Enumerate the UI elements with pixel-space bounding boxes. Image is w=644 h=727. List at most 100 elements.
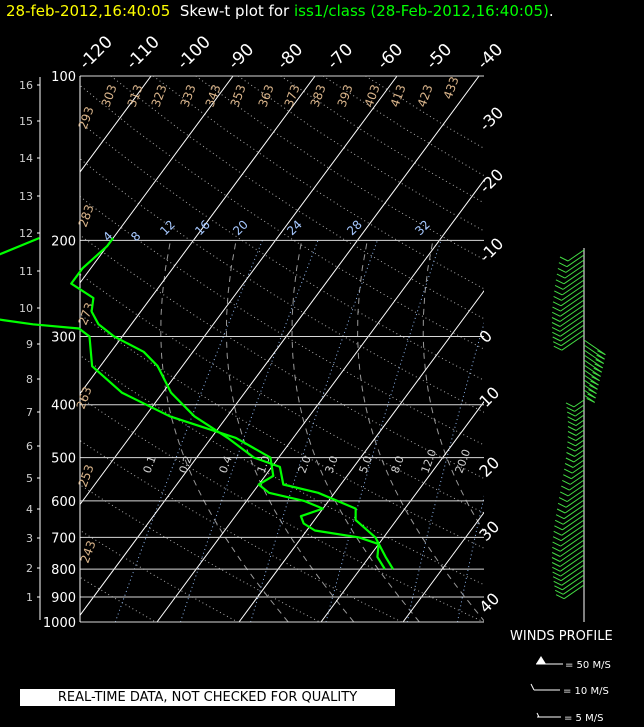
wind-barb: [565, 494, 585, 508]
title-timestamp: 28-feb-2012,16:40:05: [6, 2, 171, 20]
wind-barb-flag: [554, 525, 563, 531]
mixing-ratio-label: 16: [192, 217, 213, 238]
moist-adiabat-line: [357, 240, 484, 622]
wind-barb: [569, 479, 585, 491]
wind-barb: [559, 314, 585, 332]
wind-barb-flag: [561, 485, 570, 491]
mixing-ratio-line: [325, 240, 442, 622]
temperature-tick-label: -110: [122, 32, 163, 73]
wind-barb-flag: [559, 256, 569, 262]
dry-adiabat-label: 423: [415, 83, 436, 109]
dry-adiabat-label: 303: [99, 83, 120, 109]
wind-barb-flag: [551, 322, 561, 327]
isotherm-line: [80, 76, 152, 173]
wind-barb-flag: [586, 397, 595, 403]
dry-adiabat-line: [80, 84, 484, 350]
wind-barb-flag: [588, 389, 597, 395]
dry-adiabat-line: [80, 234, 484, 480]
wind-barb-flag: [554, 284, 564, 290]
dry-adiabat-label: 263: [74, 385, 95, 411]
temperature-tick-label: 30: [475, 517, 503, 545]
wind-barb-flag: [556, 273, 566, 279]
wind-barb: [573, 399, 585, 408]
wind-barb: [567, 249, 585, 262]
wind-barb-flag: [551, 557, 561, 562]
temperature-tick-label: -50: [422, 40, 456, 74]
wind-barb-flag: [557, 267, 567, 273]
wind-barb: [567, 484, 585, 497]
mixing-ratio-label: 4: [100, 229, 115, 244]
wind-barb-flag: [587, 393, 596, 399]
wind-barb-flag: [567, 416, 576, 422]
wind-barb-flag: [551, 317, 561, 322]
wind-barb-flag: [567, 421, 577, 427]
wind-barb: [564, 499, 585, 514]
wind-barb: [560, 554, 585, 572]
dry-adiabat-label: 393: [335, 83, 356, 109]
mixing-ratio-label: 2.0: [296, 454, 314, 475]
wind-barb-flag: [554, 589, 564, 595]
wind-barb-flag: [553, 530, 562, 536]
wind-barb-flag: [563, 474, 572, 480]
pressure-tick-label: 400: [51, 399, 76, 414]
wind-barb-flag: [595, 359, 604, 364]
dry-adiabat-label: 313: [125, 83, 146, 109]
wind-barb: [574, 449, 585, 457]
wind-barb: [559, 544, 585, 562]
isotherm-line: [402, 511, 484, 622]
height-tick-label: 3: [26, 532, 33, 545]
wind-barb: [561, 519, 585, 536]
wind-barb-flag: [552, 341, 562, 347]
temperature-trace: [70, 237, 394, 570]
isotherm-line: [567, 76, 644, 622]
dry-adiabat-label: 383: [308, 83, 329, 109]
wind-barb-flag: [552, 306, 561, 312]
wind-barb-flag: [558, 262, 568, 268]
wind-barb: [563, 269, 585, 285]
wind-barb: [559, 539, 585, 557]
pressure-tick-label: 900: [51, 591, 76, 606]
wind-barb: [575, 439, 585, 447]
wind-barb-flag: [566, 411, 576, 417]
dry-adiabat-line: [80, 529, 239, 622]
wind-barb-flag: [552, 301, 562, 307]
mixing-ratio-label: 12: [157, 217, 178, 238]
title-plot-for: Skew-t plot for: [179, 2, 290, 20]
isotherm-line: [320, 400, 484, 622]
title-period: .: [548, 2, 554, 20]
pressure-tick-label: 700: [51, 531, 76, 546]
height-tick-label: 12: [19, 227, 33, 240]
pressure-tick-label: 500: [51, 452, 76, 467]
wind-barb: [575, 434, 585, 442]
wind-barb-flag: [553, 295, 562, 301]
wind-barb-flag: [553, 345, 563, 351]
wind-barb-flag: [596, 354, 605, 360]
isotherm-line: [80, 76, 480, 617]
legend-tick-10: [530, 683, 535, 691]
wind-barb: [559, 309, 585, 327]
wind-barb-flag: [562, 479, 571, 485]
wind-barb: [574, 409, 585, 417]
wind-barb-flag: [551, 552, 561, 557]
wind-barb-flag: [566, 452, 575, 457]
wind-barb: [566, 489, 585, 503]
wind-barb-flag: [591, 376, 600, 382]
isotherm-line: [80, 76, 398, 506]
mixing-ratio-label: 24: [284, 217, 305, 238]
dry-adiabat-label: 283: [76, 203, 97, 229]
wind-barb: [575, 419, 585, 427]
temperature-tick-label: -60: [373, 40, 407, 74]
quality-note: REAL-TIME DATA, NOT CHECKED FOR QUALITY: [20, 689, 395, 706]
wind-barb: [575, 414, 585, 422]
temperature-tick-label: -40: [473, 40, 507, 74]
dry-adiabat-line: [80, 121, 484, 381]
temperature-tick-label: -30: [475, 103, 507, 135]
winds-profile-title: WINDS PROFILE: [510, 629, 613, 644]
dry-adiabat-label: 243: [78, 539, 99, 565]
wind-barb: [562, 509, 585, 525]
height-tick-label: 15: [19, 115, 33, 128]
height-tick-label: 9: [26, 338, 33, 351]
dry-adiabat-line: [80, 273, 484, 514]
wind-barb: [561, 569, 585, 586]
